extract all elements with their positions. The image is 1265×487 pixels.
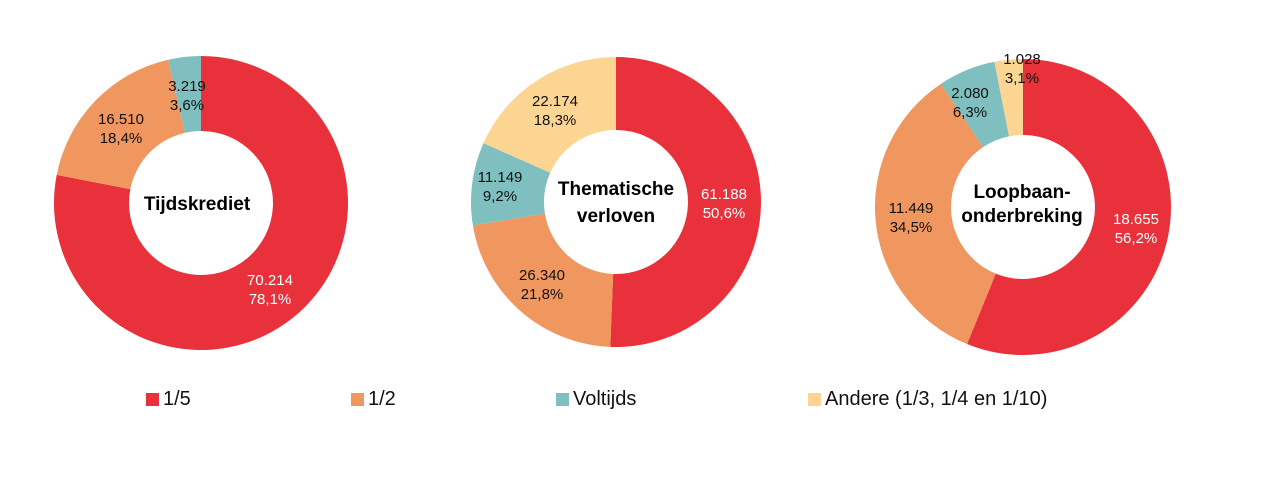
legend-label: Voltijds bbox=[573, 388, 637, 410]
legend-item-andere: Andere (1/3, 1/4 en 1/10) bbox=[808, 388, 1047, 411]
donut-slice-andere-1-3-1-4-en-1-10- bbox=[483, 57, 616, 173]
slice-label-pct: 21,8% bbox=[521, 286, 564, 303]
legend-swatch bbox=[556, 393, 569, 406]
chart-title-line1: Loopbaan- bbox=[973, 182, 1070, 203]
slice-label-value: 16.510 bbox=[98, 111, 144, 128]
slice-label-value: 3.219 bbox=[168, 78, 206, 95]
slice-label-pct: 78,1% bbox=[249, 291, 292, 308]
slice-label-value: 2.080 bbox=[951, 85, 989, 102]
slice-label-value: 11.449 bbox=[889, 200, 934, 217]
donut-slice-1-2 bbox=[874, 83, 996, 345]
slice-label-value: 26.340 bbox=[519, 267, 565, 284]
slice-label-value: 1.028 bbox=[1003, 51, 1041, 68]
donut-slice-voltijds bbox=[471, 143, 551, 226]
donut-slice-1-5 bbox=[967, 59, 1171, 355]
chart-title-line1: Thematische bbox=[558, 179, 674, 200]
legend-label: 1/2 bbox=[368, 388, 396, 410]
donut-slice-voltijds bbox=[168, 56, 201, 133]
slice-label-pct: 18,4% bbox=[100, 130, 143, 147]
slice-label-pct: 6,3% bbox=[953, 104, 987, 121]
legend-label: Andere (1/3, 1/4 en 1/10) bbox=[825, 388, 1048, 410]
chart-title: Tijdskrediet bbox=[144, 194, 251, 215]
slice-label-value: 70.214 bbox=[247, 272, 293, 289]
slice-label-value: 18.655 bbox=[1113, 211, 1159, 228]
donut-thematische-verloven: 61.188 50,6% 26.340 21,8% 11.149 9,2% 22… bbox=[471, 56, 762, 348]
slice-label-pct: 9,2% bbox=[483, 188, 517, 205]
slice-label-pct: 18,3% bbox=[534, 112, 577, 129]
legend-item-1-5: 1/5 bbox=[146, 388, 191, 411]
slice-label-value: 22.174 bbox=[532, 93, 578, 110]
slice-label-pct: 3,6% bbox=[170, 97, 204, 114]
donut-slice-andere-1-3-1-4-en-1-10- bbox=[994, 59, 1023, 137]
legend-item-1-2: 1/2 bbox=[351, 388, 396, 411]
legend-item-voltijds: Voltijds bbox=[556, 388, 636, 411]
chart-title-line2: verloven bbox=[577, 206, 655, 227]
donut-slice-1-5 bbox=[610, 56, 762, 348]
donut-slice-1-2 bbox=[472, 213, 614, 347]
legend-swatch bbox=[351, 393, 364, 406]
legend-swatch bbox=[146, 393, 159, 406]
legend-swatch bbox=[808, 393, 821, 406]
slice-label-value: 61.188 bbox=[701, 186, 747, 203]
legend-label: 1/5 bbox=[163, 388, 191, 410]
slice-label-pct: 3,1% bbox=[1005, 70, 1039, 87]
slice-label-pct: 34,5% bbox=[890, 219, 933, 236]
chart-title-line2: onderbreking bbox=[961, 206, 1082, 227]
slice-label-value: 11.149 bbox=[478, 169, 523, 186]
legend: 1/5 1/2 Voltijds Andere (1/3, 1/4 en 1/1… bbox=[0, 388, 1265, 418]
donut-tijdskrediet: 70.214 78,1% 16.510 18,4% 3.219 3,6% Tij… bbox=[54, 56, 349, 351]
slice-label-pct: 56,2% bbox=[1115, 230, 1158, 247]
slice-label-pct: 50,6% bbox=[703, 205, 746, 222]
donut-slice-voltijds bbox=[940, 61, 1010, 148]
donut-slice-1-2 bbox=[56, 59, 185, 190]
donut-slice-1-5 bbox=[54, 56, 349, 351]
donut-loopbaanonderbreking: 18.655 56,2% 11.449 34,5% 2.080 6,3% 1.0… bbox=[874, 51, 1171, 355]
